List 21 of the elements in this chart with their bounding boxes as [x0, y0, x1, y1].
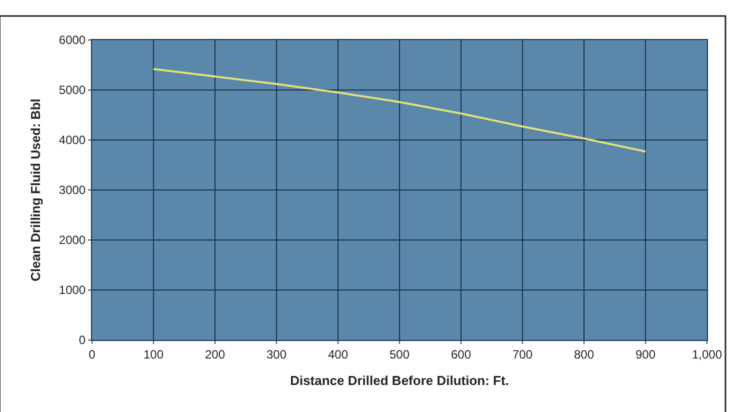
- x-tick-label: 300: [266, 347, 287, 362]
- x-tick-label: 200: [204, 347, 226, 362]
- y-tick-label: 3000: [58, 183, 86, 198]
- x-tick-label: 600: [450, 347, 472, 362]
- x-tick-label: 1,000: [692, 347, 722, 362]
- line-series: [152, 68, 646, 152]
- y-tick-label: 2000: [58, 233, 86, 248]
- y-tick-label: 5000: [58, 83, 86, 98]
- x-tick-label: 700: [512, 347, 533, 362]
- x-tick-label: 400: [328, 347, 348, 362]
- x-tick-label: 500: [389, 347, 410, 362]
- y-tick-label: 4000: [58, 133, 86, 148]
- x-tick-label: 0: [88, 347, 96, 362]
- x-tick-label: 800: [574, 347, 594, 362]
- y-tick-label: 1000: [58, 283, 86, 298]
- x-tick-label: 100: [143, 347, 164, 362]
- y-axis-title: Clean Drilling Fluid Used: Bbl: [28, 98, 43, 282]
- y-tick-label: 0: [78, 333, 86, 348]
- x-tick-label: 900: [635, 347, 656, 362]
- x-axis-title: Distance Drilled Before Dilution: Ft.: [290, 373, 509, 388]
- y-tick-label: 6000: [58, 33, 86, 48]
